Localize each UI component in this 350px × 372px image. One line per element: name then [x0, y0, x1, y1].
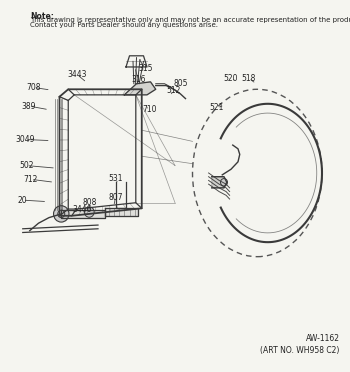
Polygon shape: [124, 82, 156, 95]
Text: 518: 518: [241, 74, 256, 83]
Circle shape: [54, 206, 69, 222]
Circle shape: [84, 207, 94, 217]
Text: 531: 531: [108, 174, 123, 183]
Text: 805: 805: [173, 79, 188, 88]
Text: 512: 512: [166, 86, 181, 94]
Polygon shape: [61, 210, 105, 218]
Text: 808: 808: [82, 198, 97, 207]
Text: Note:: Note:: [30, 12, 54, 21]
Text: 520: 520: [224, 74, 238, 83]
Text: 710: 710: [142, 105, 157, 114]
Text: 3446: 3446: [72, 205, 92, 214]
Polygon shape: [212, 177, 227, 188]
Text: 3049: 3049: [15, 135, 35, 144]
Text: 3443: 3443: [67, 70, 87, 79]
Text: This drawing is representative only and may not be an accurate representation of: This drawing is representative only and …: [30, 17, 350, 23]
Text: 502: 502: [19, 161, 34, 170]
Text: 315: 315: [138, 64, 153, 73]
Text: 521: 521: [210, 103, 224, 112]
Text: 712: 712: [23, 175, 38, 184]
Text: 708: 708: [26, 83, 41, 92]
Circle shape: [220, 179, 228, 186]
Text: 20: 20: [18, 196, 28, 205]
Polygon shape: [105, 208, 138, 216]
Text: 389: 389: [21, 102, 36, 110]
Text: AW-1162
(ART NO. WH958 C2): AW-1162 (ART NO. WH958 C2): [260, 334, 340, 355]
Text: 807: 807: [108, 193, 123, 202]
Text: Contact your Parts Dealer should any questions arise.: Contact your Parts Dealer should any que…: [30, 22, 218, 28]
Text: 316: 316: [131, 76, 146, 84]
